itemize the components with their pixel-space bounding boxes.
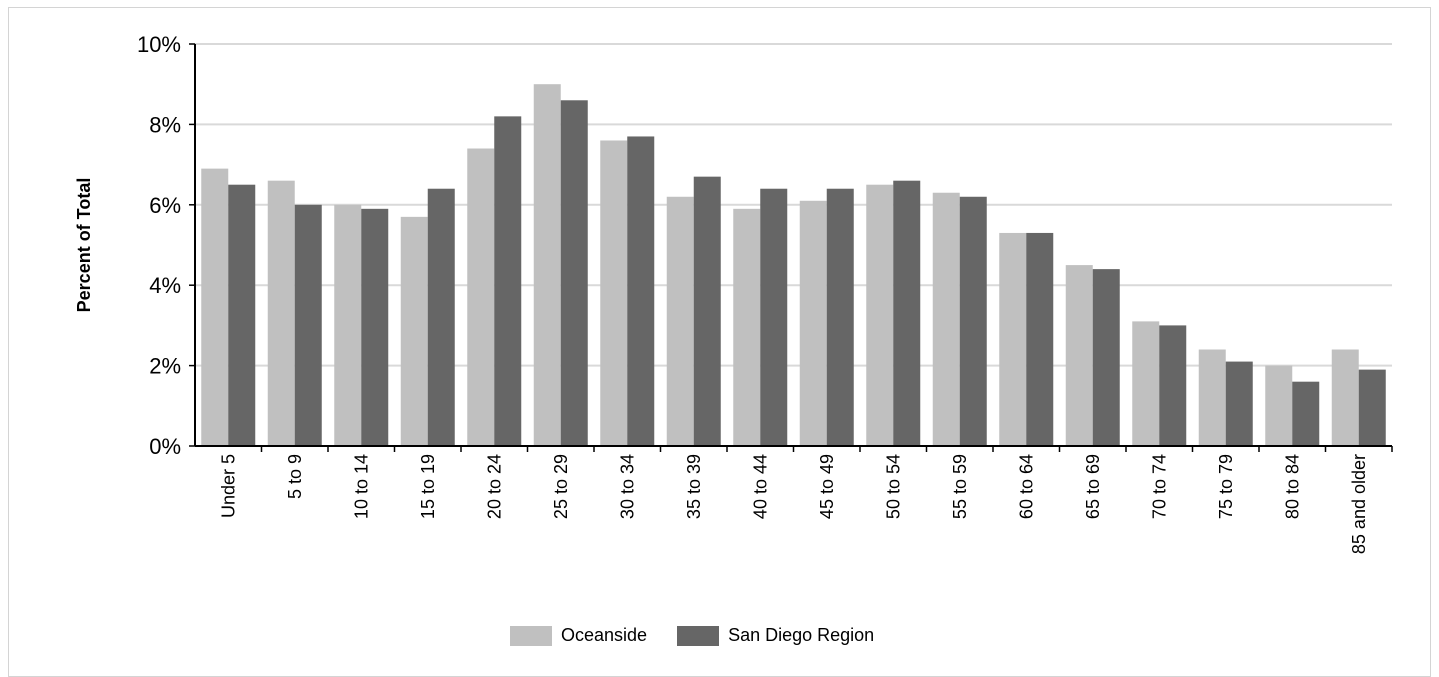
bar-oceanside [600,140,628,447]
bar-san-diego-region [893,180,921,446]
bar-oceanside [334,204,362,446]
x-tick-label: 55 to 59 [950,454,970,519]
bar-oceanside [733,208,761,446]
x-tick-label: 25 to 29 [551,454,571,519]
legend-swatch-san-diego-region [677,625,720,646]
x-tick-label: 75 to 79 [1216,454,1236,519]
legend-label-san-diego-region: San Diego Region [728,625,875,645]
bar-san-diego-region [1159,325,1187,446]
x-tick-label: 65 to 69 [1083,454,1103,519]
bar-san-diego-region [1225,361,1253,446]
grid-lines [195,43,1392,367]
bar-san-diego-region [1292,381,1320,446]
x-tick-label: 85 and older [1349,454,1369,554]
legend-item-oceanside: Oceanside [510,625,647,646]
bar-oceanside [866,184,894,446]
x-tick-label: Under 5 [218,454,238,518]
bar-oceanside [467,148,495,446]
bar-san-diego-region [1092,269,1120,446]
x-tick-label: 60 to 64 [1016,454,1036,519]
bar-san-diego-region [826,188,854,446]
y-tick-label: 2% [149,354,181,379]
bar-oceanside [999,232,1027,446]
x-tick-label: 70 to 74 [1149,454,1169,519]
bar-san-diego-region [693,176,721,446]
y-tick-label: 8% [149,112,181,137]
bar-san-diego-region [228,184,256,446]
legend-swatch-oceanside [510,625,552,646]
bar-san-diego-region [494,116,522,447]
y-tick-label: 10% [137,32,181,57]
x-tick-label: 45 to 49 [817,454,837,519]
bar-san-diego-region [959,196,987,446]
bar-san-diego-region [1026,232,1054,446]
x-tick-label: 10 to 14 [351,454,371,519]
y-tick-labels: 0% 2% 4% 6% 8% 10% [137,32,181,459]
y-tick-label: 6% [149,193,181,218]
x-tick-labels: Under 5 5 to 9 10 to 14 15 to 19 20 to 24 25 … [218,454,1369,554]
x-tick-label: 20 to 24 [484,454,504,519]
legend-label-oceanside: Oceanside [561,625,648,645]
bars [201,84,1386,447]
x-tick-label: 15 to 19 [418,454,438,519]
bar-oceanside [1198,349,1226,446]
x-tick-label: 40 to 44 [750,454,770,519]
axes [189,43,1393,452]
y-tick-label: 0% [149,434,181,459]
bar-san-diego-region [361,208,389,446]
bar-san-diego-region [760,188,788,446]
bar-oceanside [533,84,561,446]
bar-oceanside [1132,321,1160,446]
bar-oceanside [267,180,295,446]
bar-san-diego-region [1358,369,1386,446]
bar-oceanside [201,168,229,446]
bar-oceanside [932,192,960,446]
y-tick-label: 4% [149,273,181,298]
bar-oceanside [666,196,694,446]
x-tick-label: 35 to 39 [684,454,704,519]
bar-oceanside [1265,365,1293,446]
legend-item-san-diego-region: San Diego Region [677,625,874,646]
bar-san-diego-region [427,188,455,446]
bar-oceanside [1065,265,1093,446]
x-tick-label: 5 to 9 [285,454,305,499]
bar-oceanside [1331,349,1359,446]
x-tick-label: 80 to 84 [1282,454,1302,519]
y-axis-label: Percent of Total [74,178,94,313]
x-tick-label: 50 to 54 [883,454,903,519]
bar-san-diego-region [560,100,588,446]
x-tick-label: 30 to 34 [617,454,637,519]
bar-oceanside [799,200,827,446]
bar-san-diego-region [627,136,655,446]
legend: Oceanside San Diego Region [510,625,904,646]
bar-san-diego-region [294,204,322,446]
bar-oceanside [400,216,428,446]
